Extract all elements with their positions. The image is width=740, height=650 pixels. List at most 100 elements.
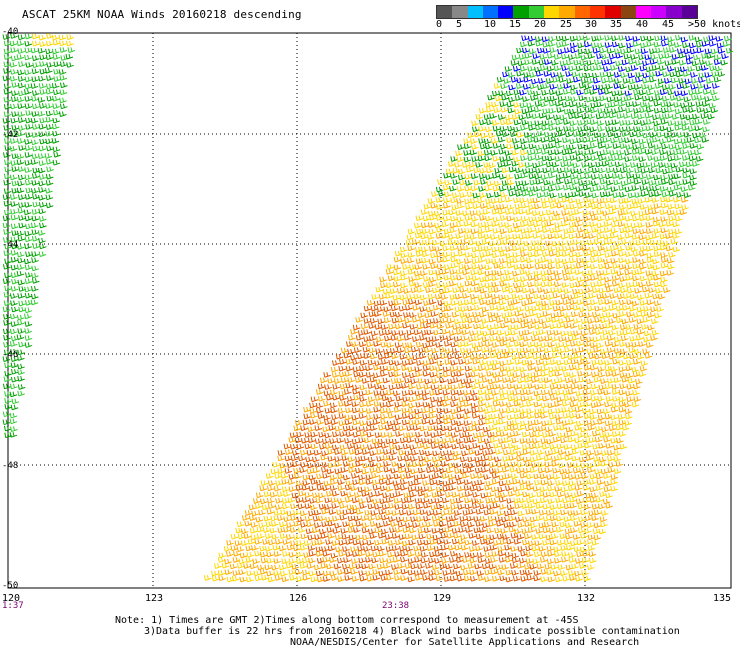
- wind-barb: [357, 486, 366, 493]
- wind-barb: [323, 400, 331, 407]
- wind-barb: [536, 192, 545, 199]
- wind-barb: [611, 173, 620, 179]
- wind-barb: [523, 377, 532, 383]
- wind-barb: [526, 221, 535, 227]
- wind-barb: [31, 209, 40, 215]
- wind-barb: [482, 534, 491, 541]
- wind-barb: [527, 251, 536, 258]
- wind-barb: [443, 228, 452, 235]
- wind-barb: [478, 527, 487, 533]
- wind-barb: [563, 288, 572, 295]
- wind-barb: [340, 377, 349, 384]
- wind-barb: [628, 305, 637, 312]
- wind-barb: [464, 215, 473, 221]
- wind-barb: [38, 243, 47, 250]
- wind-barb: [630, 113, 639, 120]
- wind-barb: [378, 509, 386, 515]
- wind-barb: [523, 240, 531, 247]
- wind-barb: [408, 432, 416, 438]
- wind-barb: [506, 504, 515, 511]
- wind-barb: [557, 96, 566, 102]
- wind-barb: [281, 486, 290, 493]
- wind-barb: [653, 174, 661, 181]
- wind-barb: [583, 197, 591, 204]
- wind-barb: [541, 90, 549, 96]
- wind-barb: [434, 569, 442, 576]
- wind-barb: [594, 59, 602, 66]
- wind-barb: [530, 78, 539, 85]
- wind-barb: [449, 173, 458, 179]
- wind-barb: [629, 293, 638, 300]
- wind-barb: [562, 204, 571, 211]
- wind-barb: [446, 353, 455, 360]
- wind-barb: [509, 563, 518, 569]
- wind-barb: [419, 306, 427, 313]
- wind-barb: [611, 341, 619, 348]
- wind-barb: [249, 528, 258, 534]
- wind-barb: [577, 120, 585, 126]
- wind-barb: [593, 509, 602, 516]
- wind-barb: [549, 515, 558, 522]
- wind-barb: [519, 366, 528, 373]
- colorbar-label: 30: [585, 19, 598, 30]
- wind-barb: [415, 342, 424, 348]
- wind-barb: [67, 47, 76, 53]
- wind-barb: [649, 239, 658, 246]
- wind-barb: [376, 456, 384, 462]
- wind-barb: [651, 114, 660, 121]
- wind-barb: [585, 72, 593, 79]
- wind-barb: [409, 324, 418, 330]
- wind-barb: [498, 90, 506, 97]
- wind-barb: [407, 504, 416, 510]
- wind-barb: [568, 419, 576, 425]
- wind-barb: [528, 216, 536, 223]
- wind-barb: [38, 103, 47, 109]
- wind-barb: [259, 498, 268, 505]
- wind-barb: [553, 425, 561, 431]
- longitude-label: 132: [577, 593, 596, 604]
- wind-barb: [526, 484, 534, 491]
- wind-barb: [343, 568, 352, 575]
- wind-barb: [454, 426, 463, 433]
- wind-barb: [613, 48, 622, 55]
- wind-barb: [445, 305, 454, 312]
- wind-barb: [254, 503, 263, 509]
- wind-barb: [450, 216, 458, 222]
- wind-barb: [344, 371, 353, 377]
- wind-barb: [453, 377, 461, 383]
- wind-barb: [505, 485, 513, 492]
- wind-barb: [605, 126, 613, 133]
- wind-barb: [679, 66, 688, 73]
- wind-barb: [45, 131, 53, 137]
- wind-barb: [18, 145, 26, 151]
- wind-barb: [539, 486, 548, 493]
- wind-barb: [393, 407, 402, 413]
- wind-barb: [555, 174, 564, 180]
- wind-barb: [379, 300, 388, 306]
- wind-barb: [674, 228, 683, 235]
- wind-barb: [17, 82, 26, 89]
- wind-barb: [516, 132, 525, 138]
- wind-barb: [487, 347, 496, 353]
- wind-barb: [441, 497, 450, 504]
- wind-barb: [263, 491, 272, 498]
- wind-barb: [511, 54, 520, 61]
- wind-barb: [610, 222, 619, 228]
- wind-barb: [626, 311, 634, 318]
- wind-barb: [651, 65, 660, 71]
- wind-barb: [430, 443, 439, 449]
- wind-barb: [455, 438, 464, 445]
- wind-barb: [606, 71, 615, 78]
- wind-barb: [365, 401, 374, 407]
- wind-barb: [522, 516, 530, 523]
- wind-barb: [537, 426, 546, 432]
- wind-barb: [45, 188, 53, 194]
- wind-barb: [350, 558, 359, 565]
- wind-barb: [527, 365, 535, 371]
- wind-barb: [397, 455, 406, 462]
- wind-barb: [566, 240, 575, 247]
- wind-barb: [430, 432, 439, 438]
- wind-barb: [530, 462, 539, 468]
- wind-barb: [513, 282, 521, 289]
- wind-barb: [382, 563, 391, 569]
